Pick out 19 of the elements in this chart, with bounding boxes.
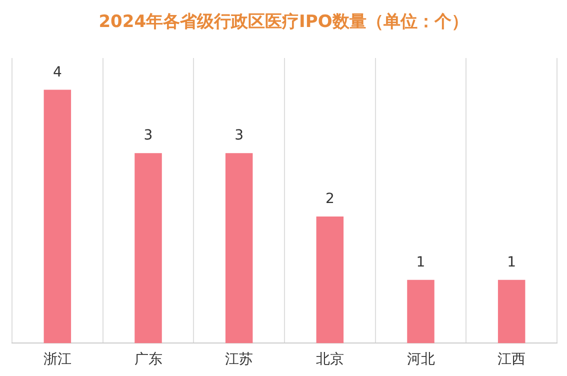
bar <box>44 90 72 344</box>
x-tick-label: 江苏 <box>225 350 254 366</box>
x-tick-label: 广东 <box>134 350 162 366</box>
x-tick-label: 浙江 <box>43 350 72 366</box>
x-tick-label: 河北 <box>406 350 435 366</box>
data-label: 1 <box>507 254 516 270</box>
bar <box>225 153 253 344</box>
data-label: 1 <box>416 254 426 270</box>
data-label: 4 <box>52 64 62 80</box>
x-tick-label: 江西 <box>498 350 526 366</box>
bar <box>134 153 162 344</box>
bar <box>407 280 434 344</box>
data-label: 2 <box>325 191 334 208</box>
data-label: 3 <box>234 128 244 144</box>
data-label: 3 <box>144 128 153 144</box>
bar <box>316 216 344 344</box>
chart-title: 2024年各省级行政区医疗IPO数量（单位：个） <box>98 11 470 33</box>
bar <box>498 280 526 344</box>
x-tick-label: 北京 <box>316 350 344 366</box>
